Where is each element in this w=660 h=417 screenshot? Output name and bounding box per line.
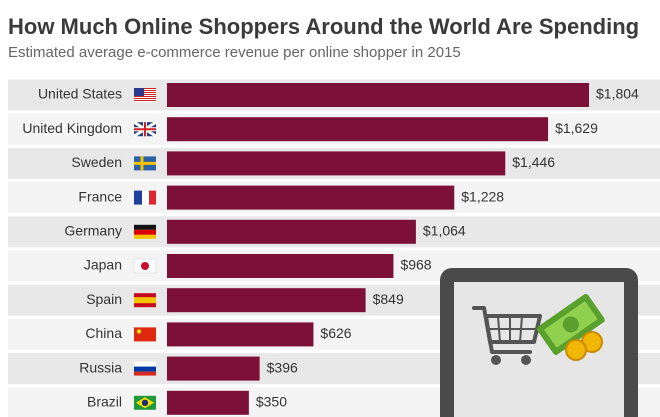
flag xyxy=(134,224,156,239)
flag xyxy=(142,190,149,205)
value-label: $1,064 xyxy=(423,223,466,239)
flag xyxy=(134,234,156,239)
flag xyxy=(134,88,156,102)
category-label: Russia xyxy=(79,359,122,375)
bar xyxy=(167,219,416,244)
flag xyxy=(134,122,156,137)
value-label: $1,228 xyxy=(461,188,504,204)
bar xyxy=(167,322,314,347)
flag xyxy=(134,371,156,376)
bar xyxy=(167,356,260,381)
category-label: Japan xyxy=(84,257,122,273)
flag xyxy=(141,399,149,406)
flag xyxy=(133,258,157,274)
flag xyxy=(141,262,149,270)
flag xyxy=(133,120,157,138)
flag xyxy=(134,88,156,89)
category-label: Spain xyxy=(86,291,122,307)
flag xyxy=(134,156,156,171)
flag xyxy=(134,366,156,372)
bar xyxy=(167,288,366,313)
value-label: $626 xyxy=(320,325,351,341)
value-label: $968 xyxy=(400,257,431,273)
flag xyxy=(134,327,156,342)
flag xyxy=(134,327,156,342)
flag xyxy=(134,96,156,97)
flag xyxy=(134,229,156,235)
category-label: France xyxy=(78,188,122,204)
flag xyxy=(134,92,156,93)
category-label: Germany xyxy=(64,223,122,239)
value-label: $1,446 xyxy=(512,154,555,170)
flag xyxy=(134,100,156,101)
bar xyxy=(167,151,506,176)
category-label: Sweden xyxy=(71,154,122,170)
value-label: $1,804 xyxy=(596,86,639,102)
bar xyxy=(167,390,249,415)
flag xyxy=(134,94,156,95)
chart-subtitle: Estimated average e-commerce revenue per… xyxy=(8,44,461,61)
category-label: Brazil xyxy=(87,394,122,410)
value-label: $396 xyxy=(267,359,298,375)
bar xyxy=(167,185,455,210)
category-label: China xyxy=(85,325,122,341)
bar xyxy=(167,117,549,142)
bar xyxy=(167,254,394,278)
flag xyxy=(149,190,156,205)
flag xyxy=(136,329,142,334)
value-label: $849 xyxy=(373,291,404,307)
flag xyxy=(134,90,156,91)
flag xyxy=(134,297,156,304)
category-label: United Kingdom xyxy=(22,120,122,136)
laptop-illustration xyxy=(440,268,638,417)
flag xyxy=(134,224,156,230)
flag xyxy=(134,88,144,96)
bar xyxy=(167,83,589,107)
chart-title: How Much Online Shoppers Around the Worl… xyxy=(8,14,639,39)
flag xyxy=(134,190,156,205)
flag xyxy=(134,395,156,410)
flag xyxy=(134,156,156,171)
value-label: $350 xyxy=(256,394,287,410)
category-label: United States xyxy=(38,86,122,102)
flag xyxy=(134,98,156,99)
flag xyxy=(134,361,156,376)
flag xyxy=(134,293,156,308)
flag xyxy=(134,190,142,205)
flag xyxy=(134,361,156,367)
value-label: $1,629 xyxy=(555,120,598,136)
